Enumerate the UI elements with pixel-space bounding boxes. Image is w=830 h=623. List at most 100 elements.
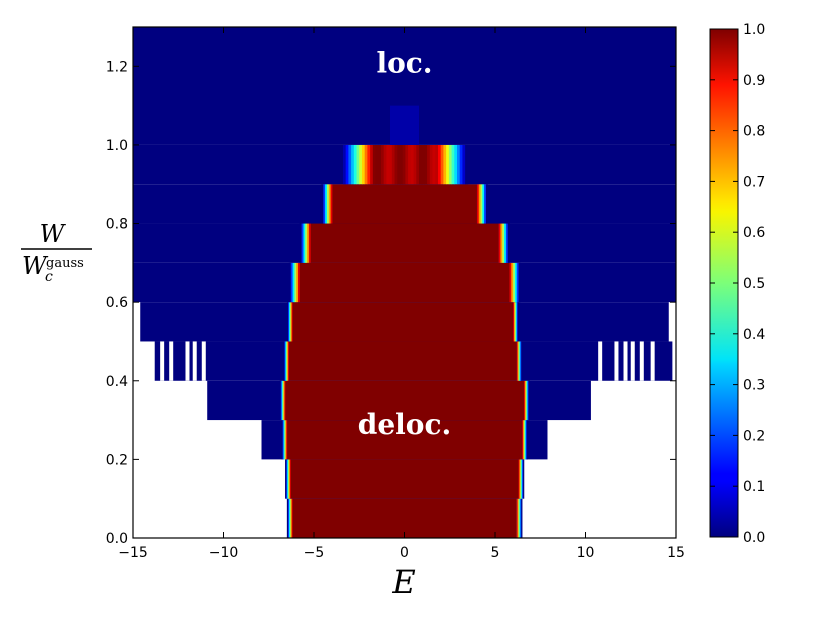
heat-cell [285, 341, 287, 381]
colorbar-tick-label: 0.7 [743, 174, 765, 190]
x-tick-label: 0 [400, 545, 409, 561]
heat-cell [281, 380, 283, 421]
heat-cell [522, 459, 524, 499]
heat-cell [446, 144, 450, 185]
heat-cell [289, 302, 291, 342]
heat-gap [201, 341, 206, 381]
heat-cell [299, 223, 302, 263]
heat-cell [353, 144, 358, 185]
x-tick-label: −15 [118, 545, 148, 561]
heat-cell [498, 223, 501, 263]
heat-cell [370, 144, 374, 185]
y-tick-label: 0.2 [106, 452, 128, 468]
heat-cell [451, 144, 455, 185]
heat-cell [515, 302, 518, 342]
heat-cell [286, 341, 289, 381]
heat-cell [528, 380, 530, 421]
heat-cell [285, 420, 287, 460]
heat-cell [279, 380, 281, 421]
y-tick-label: 1.2 [106, 59, 128, 75]
heat-cell [514, 302, 516, 342]
heat-cell [282, 420, 284, 460]
heat-cell [500, 223, 503, 263]
heat-cell [517, 302, 519, 342]
heat-cell [290, 262, 293, 303]
heat-cell [289, 498, 291, 538]
heat-cell [518, 498, 520, 538]
colorbar-tick-label: 0.8 [743, 124, 765, 140]
x-axis-label: E [391, 563, 415, 601]
heat-cell [517, 341, 519, 381]
heat-cell [364, 144, 368, 185]
heat-cell [288, 302, 290, 342]
heat-cell [383, 144, 387, 185]
y-tick-label: 0.0 [106, 531, 128, 547]
heat-cell [480, 184, 483, 224]
heat-cell [507, 223, 510, 263]
heat-gap [630, 341, 635, 381]
heat-cell [421, 144, 425, 185]
y-label-den-sub: c [45, 269, 53, 285]
heat-row-core [299, 262, 510, 303]
heat-cell [380, 144, 385, 185]
heat-row-core [290, 459, 519, 499]
y-label-den-base: W [22, 252, 49, 280]
heat-cell [292, 262, 295, 303]
annotation-deloc: deloc. [358, 408, 452, 441]
heat-cell [521, 341, 523, 381]
heat-cell [484, 184, 487, 224]
heat-cell [504, 223, 507, 263]
heat-cell [418, 144, 423, 185]
heat-cell [525, 420, 527, 460]
heat-cell [304, 223, 308, 263]
x-tick-label: 10 [577, 545, 595, 561]
colorbar-tick-label: 0.0 [743, 530, 765, 546]
heat-row-core [286, 420, 523, 460]
heat-cell [326, 184, 329, 224]
y-tick-label: 0.8 [106, 217, 128, 233]
y-label-den-sup: gauss [46, 256, 84, 271]
heat-cell [291, 498, 293, 538]
heat-cell [520, 498, 522, 538]
heat-cell [290, 498, 292, 538]
heat-cell [287, 459, 289, 499]
heat-cell [289, 459, 291, 499]
heat-cell [286, 302, 289, 342]
heat-gap [185, 341, 190, 381]
heat-cell [505, 223, 508, 263]
heat-cell [448, 144, 453, 185]
heat-cell [390, 105, 419, 145]
heat-row-core [310, 223, 499, 263]
colorbar-tick-label: 0.4 [743, 327, 765, 343]
plot-area [133, 27, 676, 538]
heat-cell [306, 223, 309, 263]
annotation-loc: loc. [376, 46, 432, 79]
heat-cell [519, 459, 521, 499]
heat-gap [598, 380, 603, 421]
heat-cell [359, 144, 363, 185]
heat-cell [456, 144, 461, 185]
heat-cell [519, 341, 521, 381]
heat-cell [301, 223, 304, 263]
heat-cell [280, 380, 282, 421]
heat-cell [513, 302, 515, 342]
heat-cell [519, 498, 521, 538]
heat-cell [427, 144, 431, 185]
colorbar-ticks: 0.0 0.1 0.2 0.3 0.4 0.5 0.6 0.7 0.8 0.9 1.0 [710, 22, 765, 546]
y-axis-label: W W c gauss [21, 220, 92, 285]
heat-cell [372, 144, 377, 185]
y-tick-label: 1.0 [106, 138, 128, 154]
heat-cell [391, 144, 396, 185]
heat-cell [321, 184, 324, 224]
heat-cell [397, 144, 401, 185]
heat-cell [348, 144, 352, 185]
heat-cell [526, 380, 528, 421]
colorbar-tick-label: 1.0 [743, 22, 765, 38]
heat-cell [509, 262, 512, 303]
heat-cell [287, 341, 289, 381]
heat-cell [521, 498, 523, 538]
heat-cell [454, 144, 458, 185]
heat-cell [516, 262, 519, 303]
y-label-numerator: W [40, 220, 67, 248]
